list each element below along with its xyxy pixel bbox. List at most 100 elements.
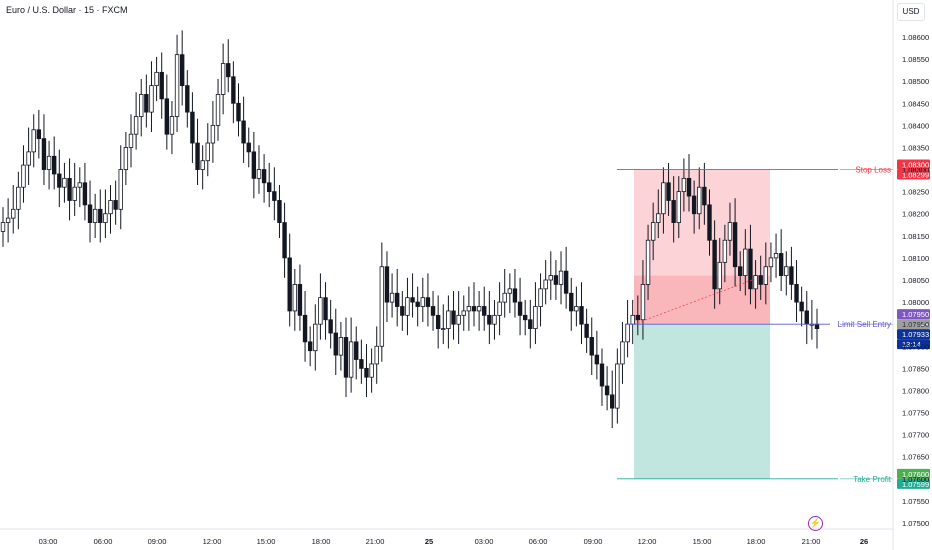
candle-body-down — [610, 394, 615, 409]
price-tick-label: 1.07650 — [902, 453, 929, 462]
candle-body-up — [123, 147, 129, 170]
price-tick-label: 1.08450 — [902, 99, 929, 108]
candle-body-up — [650, 222, 656, 241]
candle-body-up — [169, 116, 175, 135]
candle — [318, 273, 323, 340]
candle — [354, 326, 359, 380]
candle-body-down — [799, 301, 804, 312]
candle-body-down — [604, 385, 610, 396]
price-tick-label: 1.08300 — [902, 166, 929, 175]
candle — [522, 299, 528, 336]
candle — [103, 189, 108, 239]
candle — [246, 127, 251, 168]
candle-body-down — [563, 270, 569, 294]
candle — [51, 136, 57, 190]
candle — [133, 92, 139, 150]
candle — [814, 308, 820, 349]
time-tick-label: 03:00 — [39, 537, 58, 546]
candle-body-down — [41, 138, 47, 170]
candle-body-down — [712, 239, 717, 290]
candle-body-up — [681, 177, 687, 193]
candle — [773, 233, 779, 278]
trade-connector — [633, 279, 753, 325]
candle — [461, 295, 466, 331]
candle-body-down — [343, 337, 349, 378]
candle — [159, 52, 164, 119]
candle-body-up — [497, 301, 502, 316]
price-tick-label: 1.08000 — [902, 298, 929, 307]
candle — [282, 202, 287, 278]
time-tick-label: 06:00 — [94, 537, 113, 546]
take-profit-label: Take Profit — [853, 475, 892, 484]
candle — [599, 348, 605, 406]
candle-body-down — [113, 200, 118, 210]
candle-body-down — [36, 129, 42, 140]
candle-body-down — [415, 301, 420, 307]
candle — [231, 61, 236, 124]
candle-body-down — [748, 248, 753, 290]
candle-body-up — [717, 261, 722, 290]
candle — [338, 321, 344, 371]
candle — [430, 291, 436, 331]
candle — [630, 299, 635, 345]
candle-body-down — [282, 222, 287, 259]
candle-body-down — [297, 284, 303, 316]
candle-body-down — [635, 314, 641, 321]
lightning-icon[interactable]: ⚡ — [808, 516, 823, 531]
candle-body-up — [77, 182, 82, 188]
candle — [36, 109, 42, 159]
candle-body-up — [103, 213, 108, 223]
candle — [538, 273, 543, 327]
candle — [691, 180, 697, 234]
candle-body-down — [226, 63, 231, 78]
candle-body-up — [313, 323, 318, 352]
candle-body-up — [128, 133, 134, 148]
candle — [712, 220, 717, 309]
candle — [72, 162, 77, 216]
candle — [323, 282, 328, 340]
price-tick-label: 1.08500 — [902, 77, 929, 86]
candle-body-down — [251, 151, 257, 179]
time-tick-label: 12:00 — [203, 537, 222, 546]
countdown-tag — [897, 339, 930, 350]
candle — [446, 295, 451, 349]
candle — [343, 317, 349, 398]
candle — [123, 131, 129, 186]
candle-body-up — [5, 217, 11, 223]
candle-body-up — [507, 288, 513, 294]
candle-body-down — [333, 332, 338, 356]
candle — [41, 114, 47, 186]
candle — [87, 180, 93, 243]
candle-body-down — [430, 306, 436, 316]
candle — [395, 268, 400, 327]
candle — [681, 158, 687, 212]
candle — [717, 238, 722, 305]
candle — [497, 282, 502, 336]
candle-body-down — [487, 314, 492, 325]
candle-body-down — [758, 275, 763, 285]
candle — [456, 291, 461, 345]
currency-button[interactable]: USD — [897, 3, 925, 21]
candle — [748, 224, 753, 305]
candle — [799, 286, 804, 327]
candle — [727, 202, 733, 256]
candle — [441, 304, 446, 345]
entry-2-tag-text: 1.07949 — [902, 320, 929, 329]
candle — [584, 308, 589, 353]
candle — [676, 176, 681, 239]
candle — [302, 291, 308, 362]
candle-body-down — [164, 98, 170, 135]
time-tick-label: 18:00 — [747, 537, 766, 546]
candle — [512, 268, 518, 318]
candle — [425, 273, 431, 327]
candle — [615, 348, 620, 424]
candle-body-up — [441, 328, 446, 331]
symbol-title: Euro / U.S. Dollar · 15 · FXCM — [6, 5, 128, 15]
candle — [348, 317, 354, 393]
candle-body-down — [395, 292, 400, 307]
candle — [297, 264, 303, 331]
take-profit-2-tag-text: 1.07599 — [902, 480, 929, 489]
candle — [758, 255, 763, 300]
candle-body-down — [272, 191, 277, 201]
